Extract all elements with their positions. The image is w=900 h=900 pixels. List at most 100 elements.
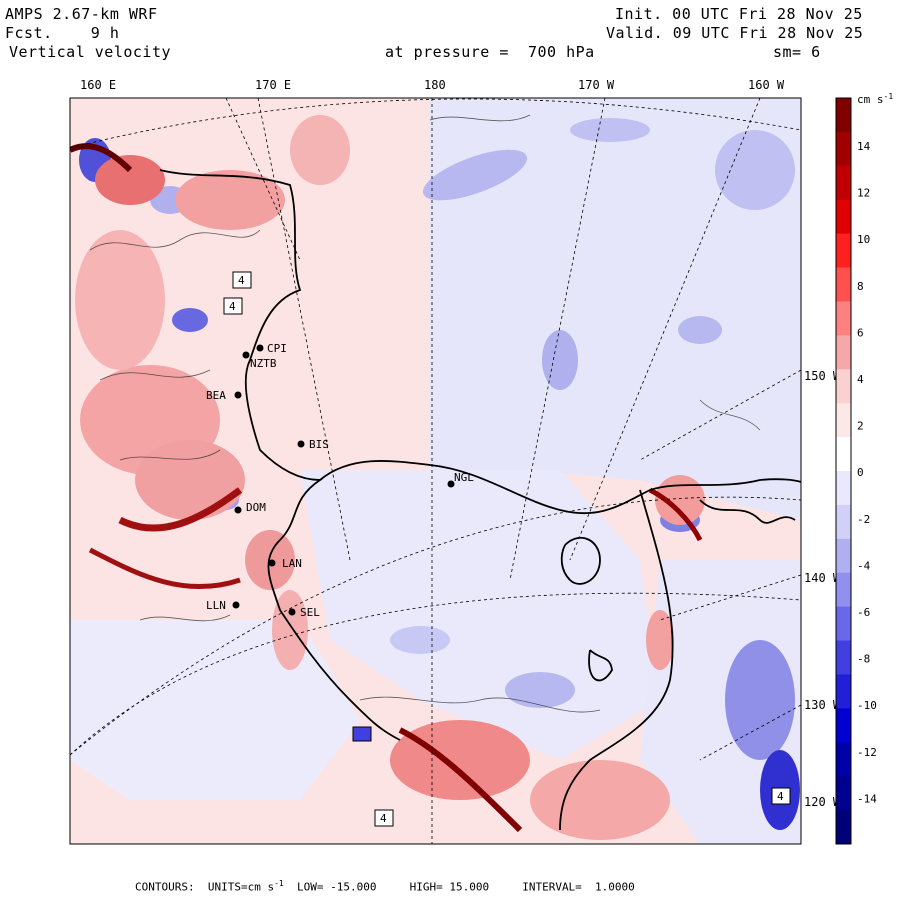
forecast-label: Fcst. 9 h	[5, 24, 119, 43]
colorbar-tick-label: 0	[857, 466, 864, 479]
colorbar-swatch	[836, 471, 851, 506]
colorbar-tick-label: 8	[857, 280, 864, 293]
colorbar-swatch	[836, 233, 851, 269]
colorbar-swatch	[836, 606, 851, 642]
colorbar-swatch	[836, 674, 851, 709]
fcst-value: 9 h	[90, 24, 120, 42]
colorbar-swatch	[836, 810, 851, 845]
station-dot-lan	[268, 559, 276, 567]
colorbar-swatch	[836, 403, 851, 438]
box-marker-1-label: 4	[238, 274, 245, 287]
colorbar	[835, 97, 852, 845]
colorbar-swatch	[836, 131, 851, 167]
footer-high: HIGH= 15.000	[409, 880, 490, 894]
station-dot-bis	[297, 440, 305, 448]
box-marker-4-label: 4	[380, 812, 387, 825]
colorbar-tick-label: 4	[857, 373, 864, 386]
colorbar-tick-label: 10	[857, 233, 870, 246]
colorbar-swatch	[836, 776, 851, 811]
colorbar-border	[835, 97, 852, 845]
graticule	[70, 98, 801, 844]
colorbar-tick-label: -2	[857, 513, 870, 526]
colorbar-swatch	[836, 199, 851, 235]
station-label-bis: BIS	[309, 438, 329, 451]
colorbar-swatch	[836, 98, 851, 133]
pressure-level: at pressure = 700 hPa	[385, 43, 595, 61]
station-label-lln: LLN	[206, 599, 226, 612]
model-title: AMPS 2.67-km WRF	[5, 5, 158, 23]
station-markers: CPI NZTB BEA BIS NGL DOM LAN LLN SEL	[206, 342, 474, 619]
map-border	[69, 97, 802, 845]
colorbar-tick-label: -4	[857, 559, 871, 572]
colorbar-tick-label: 12	[857, 187, 870, 200]
coastline	[159, 169, 801, 831]
box-marker-3	[352, 726, 372, 742]
station-label-lan: LAN	[282, 557, 302, 570]
colorbar-swatch	[836, 165, 851, 201]
colorbar-swatch	[836, 742, 851, 777]
lon-label-170e: 170 E	[255, 78, 291, 92]
colorbar-tick-label: -10	[857, 699, 877, 712]
lon-label-120w: 120 W	[804, 795, 841, 809]
box-marker-5-label: 4	[777, 790, 784, 803]
field-name: Vertical velocity	[9, 43, 172, 61]
colorbar-swatch	[836, 267, 851, 302]
lon-label-170w: 170 W	[578, 78, 615, 92]
lon-label-130w: 130 W	[804, 698, 841, 712]
lon-label-180: 180	[424, 78, 446, 92]
station-label-nztb: NZTB	[250, 357, 277, 370]
box-marker-1	[232, 271, 252, 289]
colorbar-swatch	[836, 335, 851, 370]
valid-time: Valid. 09 UTC Fri 28 Nov 25	[606, 24, 864, 42]
station-dot-sel	[288, 608, 296, 616]
colorbar-tick-label: 14	[857, 140, 871, 153]
station-dot-cpi	[256, 344, 264, 352]
colorbar-units-sup: -1	[884, 92, 894, 101]
box-marker-4	[374, 809, 394, 827]
colorbar-swatch	[836, 708, 851, 743]
lon-label-160w: 160 W	[748, 78, 785, 92]
box-marker-2	[223, 297, 243, 315]
colorbar-swatch	[836, 301, 851, 336]
colorbar-tick-label: -14	[857, 792, 877, 805]
lon-label-140w: 140 W	[804, 571, 841, 585]
station-dot-ngl	[447, 480, 455, 488]
colorbar-swatch	[836, 640, 851, 675]
colorbar-tick-label: 6	[857, 326, 864, 339]
colorbar-tick-label: -8	[857, 653, 870, 666]
footer-contours: CONTOURS:	[135, 880, 195, 894]
colorbar-units: cm s-1	[857, 92, 893, 106]
box-marker-5	[771, 787, 791, 805]
box-marker-2-label: 4	[229, 300, 236, 313]
fcst-label: Fcst.	[5, 24, 53, 42]
colorbar-swatch	[836, 538, 851, 574]
colorbar-swatch	[836, 572, 851, 608]
station-label-ngl: NGL	[454, 471, 474, 484]
footer-low: LOW= -15.000	[296, 880, 377, 894]
colorbar-tick-labels: 14 12 10 8 6 4 2 0 -2 -4 -6 -8 -10 -12 -14	[857, 140, 877, 805]
colorbar-tick-label: -12	[857, 746, 877, 759]
station-label-bea: BEA	[206, 389, 226, 402]
station-dot-dom	[234, 506, 242, 514]
colorbar-tick-label: -6	[857, 606, 870, 619]
vertical-velocity-field	[70, 98, 801, 844]
footer-units: UNITS=cm s	[207, 880, 275, 894]
colorbar-swatch	[836, 437, 851, 472]
colorbar-tick-label: 2	[857, 420, 864, 433]
smoothing: sm= 6	[773, 43, 821, 61]
station-dot-nztb	[242, 351, 250, 359]
box-markers: 4 4 4 4	[223, 271, 791, 827]
station-label-cpi: CPI	[267, 342, 287, 355]
colorbar-units-text: cm s	[857, 93, 884, 106]
colorbar-swatch	[836, 369, 851, 404]
contour-info: CONTOURS: UNITS=cm s-1 LOW= -15.000 HIGH…	[135, 879, 635, 894]
lon-label-150w: 150 W	[804, 369, 841, 383]
footer-units-sup: -1	[274, 879, 284, 888]
station-dot-lln	[232, 601, 240, 609]
lon-label-160e: 160 E	[80, 78, 116, 92]
station-label-dom: DOM	[246, 501, 266, 514]
station-label-sel: SEL	[300, 606, 320, 619]
footer-interval: INTERVAL= 1.0000	[522, 880, 635, 894]
init-time: Init. 00 UTC Fri 28 Nov 25	[615, 5, 863, 23]
